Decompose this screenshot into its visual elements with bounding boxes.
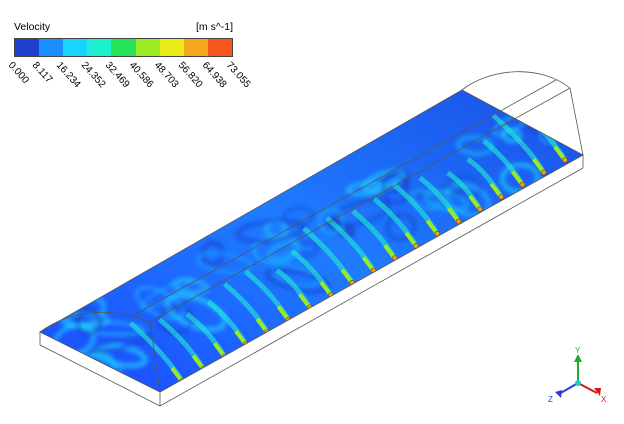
legend-tick: 8.117 (29, 60, 55, 86)
legend-tick: 24.352 (78, 60, 108, 91)
legend-tick: 56.820 (175, 60, 205, 91)
legend-tick: 32.469 (102, 60, 132, 91)
domain-outline (39, 71, 584, 407)
flow-swirl (317, 207, 345, 235)
legend-title: Velocity (14, 21, 51, 33)
legend-unit: [m s^-1] (196, 21, 234, 33)
flow-streaks (40, 105, 568, 389)
nozzle (519, 181, 526, 188)
colorbar-segment (39, 39, 64, 56)
legend-tick: 73.055 (223, 60, 253, 91)
flow-swirl (171, 277, 210, 296)
legend-tick: 0.000 (5, 60, 31, 86)
flow-swirl (195, 251, 253, 274)
legend-tick: 48.703 (151, 60, 181, 91)
legend-colorbar (14, 38, 233, 57)
axis-x-label: X (601, 395, 607, 404)
nozzle (498, 194, 504, 200)
colorbar-segment (15, 39, 40, 56)
legend-tick: 64.938 (199, 60, 229, 91)
axis-triad: Y X Z (548, 346, 607, 404)
flow-swirl (89, 333, 153, 354)
colorbar-segment (111, 39, 136, 56)
colorbar-segment (135, 39, 160, 56)
axis-z-label: Z (548, 395, 553, 404)
nozzle (562, 157, 568, 163)
flow-swirl (134, 285, 185, 321)
legend-ticks: 0.000 8.117 16.234 24.352 32.469 40.586 … (0, 60, 260, 100)
nozzle (540, 169, 547, 176)
flow-swirl (448, 175, 482, 199)
flow-swirl (422, 188, 470, 213)
colorbar-segment (207, 39, 232, 56)
flow-swirl (235, 218, 306, 244)
axis-y-label: Y (575, 346, 581, 355)
colorbar-segment (183, 39, 208, 56)
nozzle (477, 206, 483, 212)
nozzle (455, 218, 462, 225)
legend-tick: 40.586 (126, 60, 156, 91)
legend-tick: 16.234 (53, 60, 83, 91)
nozzle (391, 255, 398, 262)
colorbar-segment (159, 39, 184, 56)
colorbar-segment (63, 39, 88, 56)
colorbar-segment (87, 39, 112, 56)
flow-swirl (40, 358, 80, 389)
